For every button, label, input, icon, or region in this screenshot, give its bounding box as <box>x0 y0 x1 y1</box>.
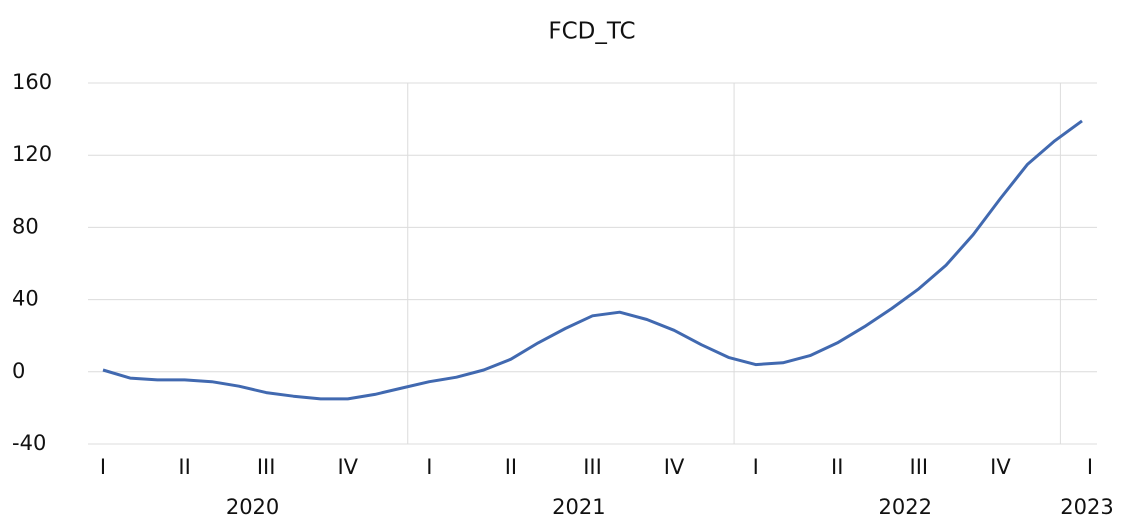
x-tick-label: II <box>831 455 843 479</box>
x-tick-label: II <box>505 455 517 479</box>
x-tick-label: IV <box>990 455 1011 479</box>
x-group-label: 2020 <box>226 495 279 519</box>
x-tick-label: I <box>753 455 759 479</box>
x-tick-label: III <box>583 455 602 479</box>
chart-title: FCD_TC <box>548 19 635 45</box>
x-tick-label: I <box>100 455 106 479</box>
x-tick-label: IV <box>337 455 358 479</box>
y-tick-label: 0 <box>12 359 25 383</box>
x-group-label: 2022 <box>879 495 932 519</box>
x-tick-label: III <box>257 455 276 479</box>
line-series <box>102 119 1083 401</box>
y-tick-label: 80 <box>12 214 39 238</box>
y-tick-label: 40 <box>12 287 39 311</box>
x-tick-label: II <box>178 455 190 479</box>
x-tick-label: I <box>1087 455 1093 479</box>
y-tick-label: -40 <box>12 431 46 455</box>
y-tick-label: 160 <box>12 70 52 94</box>
x-tick-label: III <box>910 455 929 479</box>
x-group-label: 2023 <box>1060 495 1113 519</box>
x-tick-label: I <box>426 455 432 479</box>
y-tick-label: 120 <box>12 142 52 166</box>
x-group-label: 2021 <box>552 495 605 519</box>
x-tick-label: IV <box>664 455 685 479</box>
